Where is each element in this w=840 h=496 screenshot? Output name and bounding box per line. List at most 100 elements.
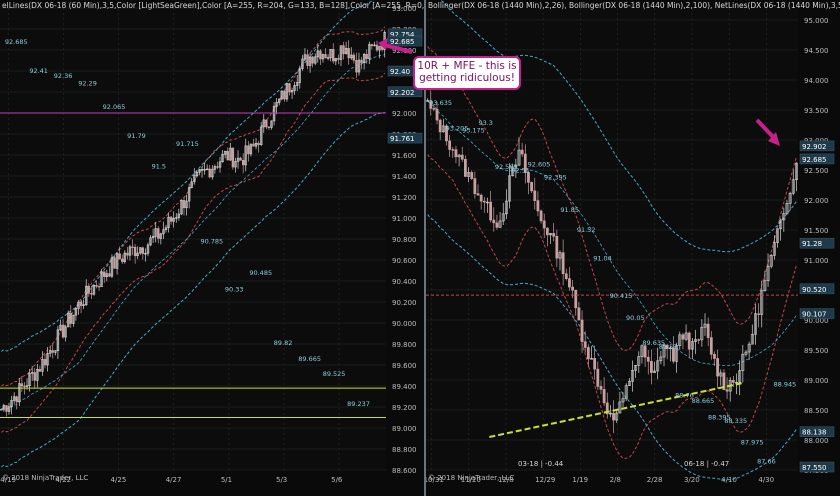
candle-body	[314, 56, 317, 64]
candle-body	[763, 280, 767, 292]
candle-body	[231, 147, 235, 168]
axis-price-box	[799, 308, 835, 319]
candle-body	[247, 145, 250, 155]
candle-body	[508, 175, 511, 202]
candle-body	[72, 314, 75, 324]
candle-body	[631, 369, 634, 382]
candle-body	[33, 372, 36, 381]
candle-body	[731, 380, 735, 383]
candle-body	[20, 383, 24, 387]
candle-body	[690, 341, 694, 350]
candle-body	[162, 229, 165, 235]
candle-body	[467, 172, 470, 177]
candle-body	[545, 227, 549, 236]
axis-price-label: 91.28	[802, 240, 822, 248]
price-annotation: 88.335	[724, 417, 747, 425]
candle-body	[687, 332, 691, 350]
candle-body	[716, 358, 720, 377]
x-tick-label: 4/27	[166, 476, 182, 484]
candle-body	[725, 389, 729, 392]
price-annotation: 91.79	[127, 132, 146, 140]
candle-body	[599, 386, 603, 390]
y-tick-label: 91.600	[392, 152, 417, 160]
candle-body	[332, 49, 335, 62]
axis-price-label: 91.761	[390, 135, 415, 143]
candle-body	[577, 307, 581, 321]
candle-body	[77, 301, 80, 309]
candle-body	[738, 370, 742, 383]
price-annotation: 90.33	[225, 285, 244, 293]
band-mid	[1, 54, 385, 410]
candle-body	[203, 169, 206, 171]
candle-body	[64, 326, 67, 338]
candle-body	[234, 161, 237, 168]
candle-body	[615, 412, 619, 421]
right-copyright: © 2018 NinjaTrader, LLC	[428, 474, 515, 482]
candle-body	[41, 359, 44, 372]
candle-body	[357, 59, 361, 73]
candle-body	[788, 192, 792, 204]
candle-body	[54, 350, 57, 353]
candle-body	[355, 60, 358, 73]
candle-body	[514, 164, 518, 168]
candle-body	[46, 352, 49, 366]
candle-body	[561, 252, 565, 275]
candle-body	[319, 50, 322, 60]
candle-body	[82, 304, 85, 306]
price-annotation: 89.237	[347, 400, 370, 408]
candle-body	[133, 246, 137, 257]
x-tick-label: 1/19	[572, 476, 588, 484]
candle-body	[254, 142, 258, 147]
candle-body	[375, 44, 379, 51]
y-tick-label: 91.000	[804, 257, 829, 265]
y-tick-label: 90.800	[392, 236, 417, 244]
candle-body	[640, 345, 644, 357]
candle-body	[441, 125, 445, 133]
candle-body	[536, 200, 540, 212]
candle-body	[583, 341, 587, 348]
candle-body	[141, 247, 145, 254]
y-tick-label: 91.000	[392, 215, 417, 223]
y-tick-label: 91.500	[804, 227, 829, 235]
candle-body	[568, 278, 571, 288]
candle-body	[380, 45, 384, 50]
candle-body	[776, 228, 779, 243]
x-tick-label: 4/19	[0, 476, 16, 484]
candle-body	[706, 323, 710, 338]
left-chart[interactable]: 93.00092.80092.60092.40092.20092.00091.8…	[0, 0, 424, 496]
candle-body	[744, 351, 748, 355]
candle-body	[36, 369, 39, 381]
price-annotation: 92.29	[78, 80, 97, 88]
candle-body	[542, 220, 546, 229]
band-lower	[1, 72, 386, 433]
candle-body	[362, 53, 366, 64]
candle-body	[283, 90, 286, 100]
y-tick-label: 95.000	[804, 17, 829, 25]
candle-body	[223, 150, 227, 155]
price-annotation: 89.82	[274, 339, 293, 347]
candle-body	[115, 253, 119, 269]
candle-body	[154, 228, 157, 237]
candle-body	[326, 57, 330, 59]
candle-body	[684, 332, 688, 340]
candle-body	[262, 119, 265, 128]
y-tick-label: 90.600	[392, 257, 417, 265]
band-upper	[439, 0, 797, 253]
candle-body	[329, 49, 332, 58]
candle-body	[370, 44, 374, 46]
candle-body	[321, 54, 325, 60]
candle-body	[627, 380, 631, 386]
candle-body	[12, 396, 16, 401]
candle-body	[772, 242, 776, 256]
candle-body	[51, 350, 54, 353]
band-lower	[427, 214, 797, 481]
y-tick-label: 89.600	[392, 362, 417, 370]
candle-body	[97, 285, 101, 288]
price-annotation: 88.665	[692, 397, 715, 405]
y-tick-label: 92.600	[392, 47, 417, 55]
price-annotation: 92.565	[495, 163, 518, 171]
price-annotation: 90.485	[249, 269, 272, 277]
candle-body	[61, 324, 65, 338]
candle-body	[656, 360, 660, 372]
candle-body	[334, 58, 338, 62]
